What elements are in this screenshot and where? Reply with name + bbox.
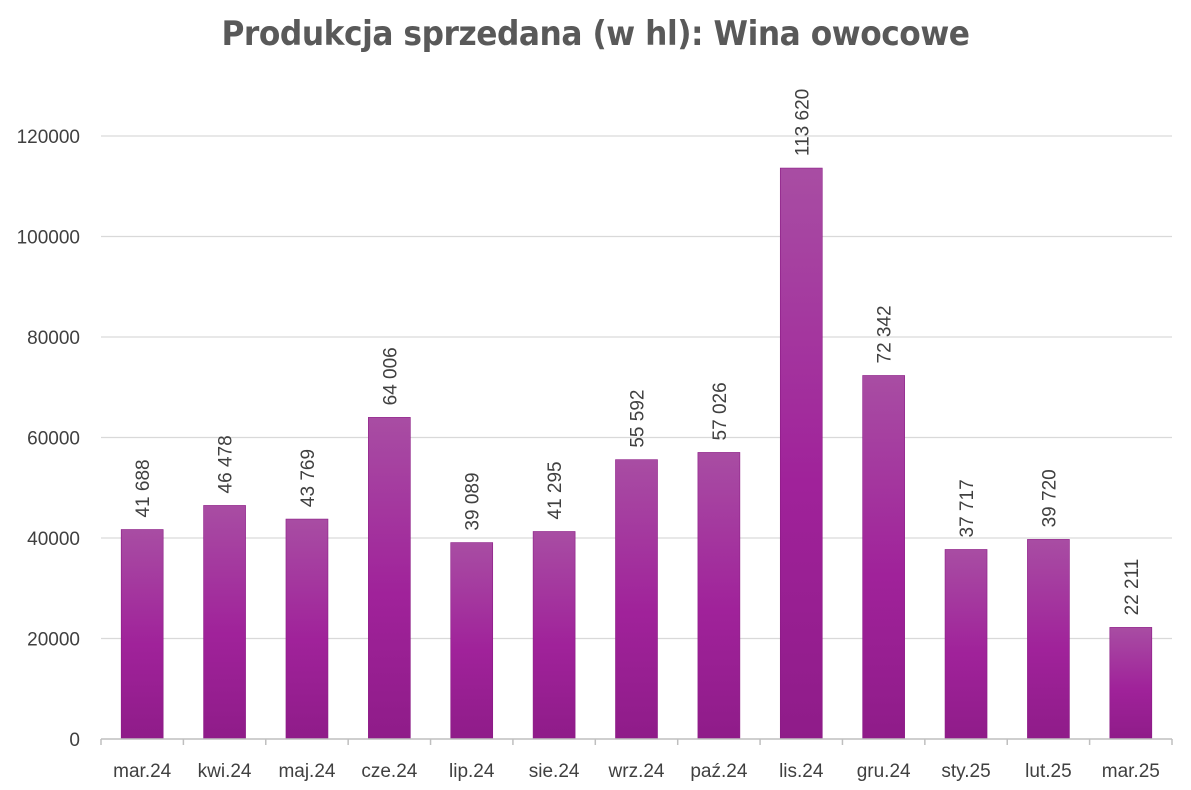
data-label: 43 769 [298,449,319,507]
bar-lis.24 [779,167,823,740]
bar-maj.24 [285,518,329,740]
bar-sty.25 [944,549,988,740]
x-tick-label: kwi.24 [198,761,252,782]
x-tick-label: paź.24 [690,761,747,782]
data-label: 41 295 [545,461,566,519]
data-label: 55 592 [628,390,649,448]
y-tick-label: 0 [69,730,80,751]
data-label: 39 720 [1039,469,1060,527]
data-label: 39 089 [463,472,484,530]
x-tick-label: mar.24 [113,761,172,782]
data-label: 113 620 [792,89,813,156]
bar-lip.24 [450,542,494,740]
x-tick-label: maj.24 [278,761,335,782]
data-label: 72 342 [875,305,896,363]
x-tick-label: cze.24 [361,761,417,782]
bar-mar.24 [120,529,164,740]
data-label: 64 006 [380,347,401,405]
y-tick-label: 60000 [27,429,80,450]
x-tick-label: lut.25 [1025,761,1071,782]
x-tick-label: sie.24 [529,761,580,782]
bar-mar.25 [1109,627,1153,740]
data-label: 46 478 [216,435,237,493]
x-tick-label: lip.24 [449,761,495,782]
bar-gru.24 [862,375,905,740]
y-tick-label: 20000 [27,630,80,651]
data-label: 22 211 [1122,559,1143,616]
y-tick-label: 40000 [27,529,80,550]
bar-cze.24 [368,417,411,740]
x-tick-label: lis.24 [779,761,824,782]
bar-wrz.24 [615,459,658,740]
x-tick-label: gru.24 [857,761,911,782]
x-tick-label: mar.25 [1102,761,1160,782]
bar-lut.25 [1027,539,1070,740]
bar-paź.24 [697,452,741,740]
x-tick-label: wrz.24 [608,761,665,782]
x-tick-label: sty.25 [941,761,990,782]
y-tick-label: 100000 [17,228,80,249]
data-label: 37 717 [957,479,978,537]
chart-title: Produkcja sprzedana (w hl): Wina owocowe [221,14,970,54]
data-label: 57 026 [710,382,731,440]
data-label: 41 688 [133,459,154,517]
bar-kwi.24 [203,505,246,740]
y-tick-label: 80000 [27,328,80,349]
bar-sie.24 [532,531,576,740]
y-tick-label: 120000 [17,127,80,148]
